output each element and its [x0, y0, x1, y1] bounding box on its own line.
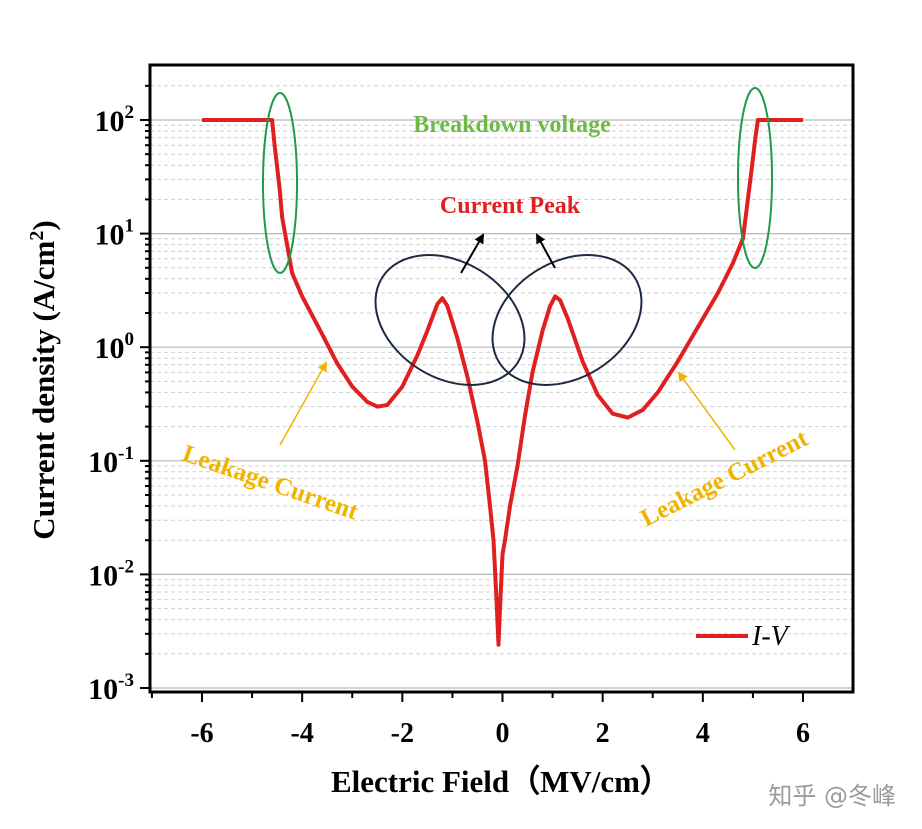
- y-tick-label: 10-3: [88, 670, 134, 706]
- breakdown-ellipse-right: [737, 87, 773, 269]
- leakage-arrow-left: [279, 361, 327, 446]
- leakage-label-left: Leakage Current: [179, 440, 362, 526]
- x-tick-label: 2: [596, 718, 610, 749]
- peak-arrow-left: [460, 233, 485, 274]
- legend-label: I-V: [751, 621, 791, 652]
- peak-arrow-right: [536, 233, 556, 269]
- x-tick-label: 6: [796, 718, 810, 749]
- peak-ellipse-left: [374, 254, 526, 386]
- current-peak-label: Current Peak: [440, 193, 581, 219]
- x-axis-title: Electric Field（MV/cm）: [331, 764, 671, 799]
- y-axis: 10-3 10-2 10-1 100 101 102: [88, 84, 150, 706]
- y-axis-title: Current density (A/cm2): [26, 220, 61, 539]
- y-tick-label: 102: [95, 102, 135, 138]
- x-tick-label: -4: [291, 718, 314, 749]
- y-tick-label: 10-1: [88, 443, 134, 479]
- watermark-text: 知乎 @冬峰: [768, 782, 896, 810]
- x-tick-label: -2: [391, 718, 414, 749]
- y-tick-label: 101: [95, 216, 135, 252]
- peak-ellipse-right: [491, 254, 643, 386]
- x-tick-label: 4: [696, 718, 710, 749]
- breakdown-label: Breakdown voltage: [413, 112, 611, 138]
- breakdown-ellipse-left: [262, 92, 298, 274]
- iv-series-line: [202, 118, 803, 647]
- x-axis: -6 -4 -2 0 2 4 6: [150, 692, 810, 749]
- y-tick-label: 100: [95, 329, 135, 365]
- leakage-arrow-right: [677, 371, 736, 451]
- x-tick-label: 0: [496, 718, 510, 749]
- y-tick-label: 10-2: [88, 556, 134, 592]
- x-tick-label: -6: [190, 718, 213, 749]
- legend: I-V: [696, 621, 791, 652]
